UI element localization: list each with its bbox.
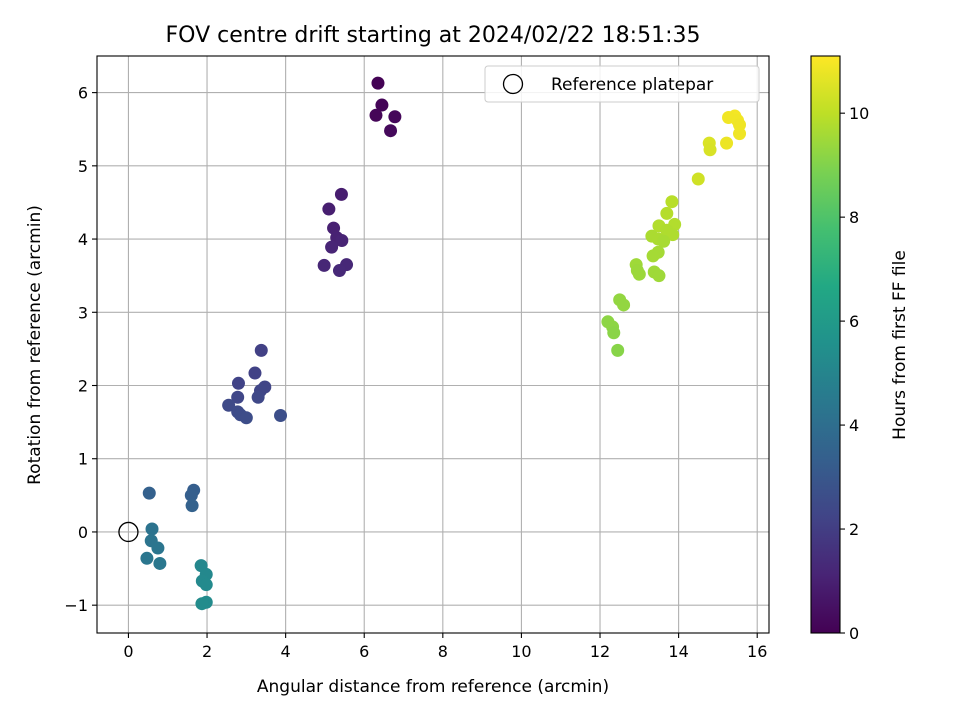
y-tick-label: 0 <box>78 523 88 542</box>
scatter-point <box>665 195 679 209</box>
x-tick-label: 12 <box>590 642 610 661</box>
y-tick-label: −1 <box>64 596 88 615</box>
scatter-point <box>607 326 621 340</box>
legend-open-circle-icon <box>502 73 524 95</box>
scatter-point <box>239 411 253 425</box>
scatter-point <box>151 541 165 555</box>
scatter-point <box>195 597 209 611</box>
scatter-point <box>388 110 402 124</box>
colorbar-tick-label: 8 <box>849 208 859 227</box>
colorbar-tick-label: 6 <box>849 312 859 331</box>
scatter-point <box>733 127 747 141</box>
y-tick-label: 2 <box>78 377 88 396</box>
legend: Reference platepar <box>484 65 760 103</box>
x-tick-label: 8 <box>438 642 448 661</box>
scatter-point <box>703 143 717 157</box>
colorbar-gradient <box>810 55 841 634</box>
scatter-point <box>325 240 339 254</box>
scatter-point <box>142 486 156 500</box>
x-axis-ticks: 0 2 4 6 8 10 12 14 16 <box>123 633 767 661</box>
scatter-point <box>254 343 268 357</box>
x-tick-label: 2 <box>202 642 212 661</box>
scatter-point <box>720 136 734 150</box>
scatter-point <box>375 98 389 112</box>
y-tick-label: 1 <box>78 450 88 469</box>
x-tick-label: 14 <box>668 642 688 661</box>
y-tick-label: 6 <box>78 84 88 103</box>
scatter-point <box>248 366 262 380</box>
scatter-point <box>274 409 288 423</box>
scatter-point <box>251 390 265 404</box>
scatter-point <box>652 269 666 283</box>
scatter-point <box>184 488 198 502</box>
scatter-point <box>185 499 199 513</box>
chart-title: FOV centre drift starting at 2024/02/22 … <box>166 23 701 48</box>
colorbar-tick-label: 10 <box>849 104 869 123</box>
scatter-point <box>369 108 383 122</box>
scatter-point <box>646 249 660 263</box>
scatter-point <box>666 228 680 242</box>
scatter-point <box>199 578 213 592</box>
scatter-point <box>140 551 154 565</box>
scatter-point <box>322 202 336 216</box>
y-tick-label: 3 <box>78 303 88 322</box>
scatter-point <box>334 187 348 201</box>
colorbar-tick-label: 4 <box>849 416 859 435</box>
scatter-point <box>691 172 705 186</box>
scatter-point <box>632 267 646 281</box>
legend-label: Reference platepar <box>551 75 713 95</box>
scatter-point <box>153 556 167 570</box>
scatter-point <box>611 343 625 357</box>
grid <box>97 56 769 633</box>
scatter-point <box>384 124 398 138</box>
colorbar-label: Hours from first FF file <box>890 250 910 440</box>
y-tick-label: 4 <box>78 230 88 249</box>
x-axis-label: Angular distance from reference (arcmin) <box>257 677 609 697</box>
reference-platepar-marker <box>118 521 139 543</box>
legend-box <box>484 65 760 103</box>
y-axis-ticks: −1 0 1 2 3 4 5 6 <box>64 84 97 615</box>
x-tick-label: 10 <box>511 642 531 661</box>
scatter-point <box>231 390 245 404</box>
y-tick-label: 5 <box>78 157 88 176</box>
scatter-point <box>145 522 159 536</box>
colorbar-ticks: 0 2 4 6 8 10 <box>840 104 869 643</box>
scatter-point <box>332 264 346 278</box>
y-axis-label: Rotation from reference (arcmin) <box>25 205 45 485</box>
x-tick-label: 4 <box>281 642 291 661</box>
reference-marker-layer <box>118 521 139 543</box>
x-tick-label: 6 <box>359 642 369 661</box>
scatter-point <box>317 258 331 272</box>
scatter-point <box>657 234 671 248</box>
plot-frame <box>96 55 770 634</box>
x-tick-label: 16 <box>747 642 767 661</box>
colorbar-tick-label: 2 <box>849 520 859 539</box>
scatter-points <box>140 76 747 611</box>
scatter-point <box>660 206 674 220</box>
colorbar-tick-label: 0 <box>849 624 859 643</box>
scatter-point <box>335 234 349 248</box>
scatter-point <box>231 376 245 390</box>
x-tick-label: 0 <box>123 642 133 661</box>
scatter-point <box>617 298 631 312</box>
scatter-point <box>222 398 236 412</box>
colorbar: 0 2 4 6 8 10 Hours from first FF file <box>810 55 910 643</box>
scatter-point <box>371 76 385 90</box>
